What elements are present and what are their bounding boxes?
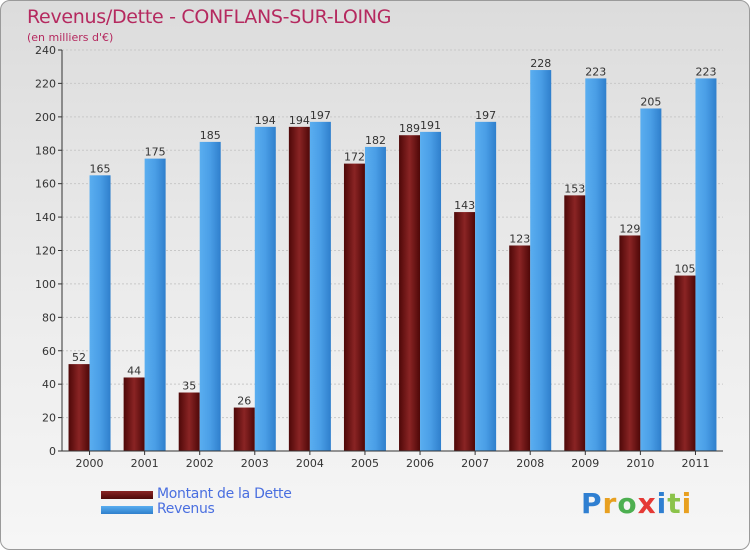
chart-title: Revenus/Dette - CONFLANS-SUR-LOING — [27, 6, 392, 28]
bar-revenus — [530, 70, 552, 452]
bar-revenus — [695, 78, 717, 451]
bar-dette — [454, 212, 476, 451]
bar-revenus — [89, 175, 111, 451]
y-tick-label: 60 — [42, 345, 56, 358]
value-label-dette: 52 — [72, 351, 86, 364]
value-label-revenus: 182 — [365, 134, 386, 147]
legend-swatch-dette — [101, 491, 153, 499]
bar-dette — [343, 163, 365, 451]
value-label-revenus: 197 — [475, 109, 496, 122]
value-label-revenus: 191 — [420, 119, 441, 132]
value-label-dette: 194 — [289, 114, 310, 127]
axes: 0 20 40 60 80 100 120 140 160 180 200 220 240 2000 200… — [35, 44, 723, 470]
bar-dette — [564, 195, 586, 451]
value-label-revenus: 185 — [200, 129, 221, 142]
logo-letter: r — [602, 487, 618, 520]
x-tick-label: 2002 — [186, 457, 214, 470]
value-label-dette: 105 — [674, 263, 695, 276]
value-label-revenus: 205 — [640, 95, 661, 108]
bar-revenus — [144, 158, 166, 451]
logo-letter: t — [667, 487, 682, 520]
logo-letter: P — [581, 487, 603, 520]
x-tick-label: 2005 — [351, 457, 379, 470]
value-label-revenus: 194 — [255, 114, 276, 127]
x-tick-label: 2004 — [296, 457, 324, 470]
bar-revenus — [364, 146, 386, 452]
legend-swatch-revenus — [101, 506, 153, 514]
bar-dette — [123, 377, 145, 451]
logo-letter: x — [637, 487, 657, 520]
bars — [68, 70, 717, 452]
bar-revenus — [640, 108, 662, 452]
bar-dette — [399, 135, 421, 451]
y-tick-label: 240 — [35, 44, 56, 57]
x-tick-label: 2006 — [406, 457, 434, 470]
y-tick-label: 100 — [35, 278, 56, 291]
y-tick-label: 140 — [35, 211, 56, 224]
logo-letter: o — [617, 487, 638, 520]
y-tick-label: 160 — [35, 178, 56, 191]
value-label-dette: 35 — [182, 380, 196, 393]
bar-dette — [68, 364, 90, 451]
x-tick-label: 2007 — [461, 457, 489, 470]
value-label-revenus: 223 — [585, 65, 606, 78]
value-label-revenus: 197 — [310, 109, 331, 122]
y-tick-label: 180 — [35, 144, 56, 157]
x-tick-label: 2008 — [516, 457, 544, 470]
y-tick-label: 220 — [35, 77, 56, 90]
x-tick-label: 2009 — [571, 457, 599, 470]
value-label-revenus: 223 — [695, 65, 716, 78]
bar-revenus — [254, 126, 276, 451]
y-tick-label: 0 — [49, 445, 56, 458]
value-label-revenus: 165 — [90, 162, 111, 175]
value-label-revenus: 228 — [530, 57, 551, 70]
bar-dette — [178, 392, 200, 451]
bar-dette — [619, 235, 641, 451]
x-tick-label: 2011 — [681, 457, 709, 470]
legend-label-revenus: Revenus — [157, 501, 215, 517]
x-tick-label: 2010 — [626, 457, 654, 470]
value-label-dette: 123 — [509, 232, 530, 245]
x-tick-label: 2003 — [241, 457, 269, 470]
bar-revenus — [309, 121, 331, 452]
y-tick-label: 120 — [35, 245, 56, 258]
value-label-dette: 143 — [454, 199, 475, 212]
x-tick-label: 2001 — [131, 457, 159, 470]
y-tick-label: 200 — [35, 111, 56, 124]
bar-dette — [674, 275, 696, 451]
bar-revenus — [585, 78, 607, 451]
value-label-dette: 153 — [564, 182, 585, 195]
bar-dette — [233, 407, 255, 451]
logo-letter: i — [656, 487, 668, 520]
chart-subtitle: (en milliers d'€) — [27, 31, 114, 44]
y-tick-label: 80 — [42, 311, 56, 324]
bar-dette — [509, 245, 531, 451]
value-label-dette: 26 — [237, 395, 251, 408]
bar-revenus — [420, 131, 442, 451]
value-label-revenus: 175 — [145, 146, 166, 159]
y-tick-label: 40 — [42, 378, 56, 391]
value-label-dette: 172 — [344, 151, 365, 164]
value-label-dette: 189 — [399, 122, 420, 135]
logo-letter: i — [681, 487, 693, 520]
legend-label-dette: Montant de la Dette — [157, 486, 292, 502]
bar-revenus — [199, 141, 221, 452]
y-tick-label: 20 — [42, 412, 56, 425]
value-label-dette: 129 — [619, 222, 640, 235]
proxiti-logo: Proxiti — [581, 487, 692, 520]
bar-dette — [288, 126, 310, 451]
x-tick-label: 2000 — [76, 457, 104, 470]
value-label-dette: 44 — [127, 364, 141, 377]
bar-revenus — [475, 121, 497, 452]
